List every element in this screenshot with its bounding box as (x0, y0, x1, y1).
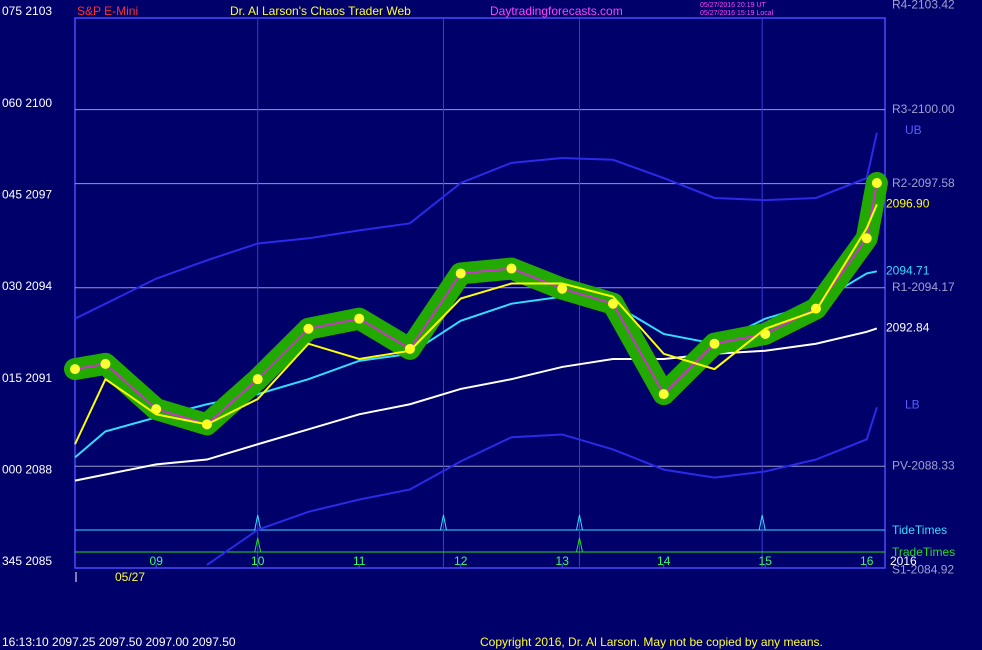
x-tick-label: 16 (860, 554, 874, 568)
x-tick-label: 09 (150, 554, 164, 568)
x-tick-label: 13 (556, 554, 570, 568)
x-tick-label: 14 (657, 554, 671, 568)
x-tick-label: 10 (251, 554, 265, 568)
quote: 16:13:10 2097.25 2097.50 2097.00 2097.50 (2, 635, 236, 649)
level-label: R1-2094.17 (892, 280, 955, 294)
price-dot (100, 358, 111, 369)
price-dot (709, 338, 720, 349)
price-dot (607, 298, 618, 309)
level-label: R4-2103.42 (892, 0, 955, 11)
time-label: TradeTimes (892, 545, 955, 559)
price-dot (303, 323, 314, 334)
price-dot (871, 178, 882, 188)
y-tick-label: 000 2088 (2, 463, 52, 477)
y-tick-label: 075 2103 (2, 4, 52, 18)
level-label: R3-2100.00 (892, 102, 955, 116)
copyright: Copyright 2016, Dr. Al Larson. May not b… (480, 635, 823, 649)
series-line (74, 327, 878, 482)
x-tick-label: 11 (353, 554, 366, 568)
x-tick-label: 15 (759, 554, 773, 568)
x-tick-label: 12 (454, 554, 468, 568)
time-label: TideTimes (892, 523, 947, 537)
timestamp: 05/27/2016 20:19 UT (700, 2, 766, 9)
date-label: 05/27 (115, 570, 145, 584)
site-name: Daytradingforecasts.com (490, 4, 623, 18)
price-dot (455, 268, 466, 279)
timestamp: 05/27/2016 15:19 Local (700, 10, 774, 17)
level-label: S1-2084.92 (892, 563, 954, 577)
chart-title: S&P E-Mini (77, 4, 138, 18)
series-name: UB (905, 123, 922, 137)
time-spike (254, 514, 262, 531)
series-line (74, 132, 878, 320)
price-dot (252, 374, 263, 385)
price-dot (557, 283, 568, 294)
price-dot (861, 233, 872, 244)
time-spike (758, 514, 766, 531)
level-label: R2-2097.58 (892, 176, 955, 190)
value-label: 2094.71 (886, 263, 930, 277)
price-dot (70, 364, 80, 375)
series-name: LB (905, 397, 920, 411)
time-spike (575, 537, 583, 553)
y-tick-label: 045 2097 (2, 188, 52, 202)
time-spike (575, 514, 583, 531)
plot-frame (74, 17, 886, 569)
value-label: 2096.90 (886, 197, 930, 211)
level-label: PV-2088.33 (892, 458, 955, 472)
value-label: 2092.84 (886, 321, 930, 335)
y-tick-label: 345 2085 (2, 554, 52, 568)
price-dot (354, 313, 365, 324)
series-line (206, 406, 878, 566)
year-label: 2016 (890, 554, 917, 568)
series-line (74, 270, 878, 459)
price-dot (404, 343, 415, 354)
time-spike (254, 537, 262, 553)
price-dot (658, 389, 669, 400)
y-tick-label: 030 2094 (2, 279, 52, 293)
y-tick-label: 060 2100 (2, 96, 52, 110)
chart-subtitle: Dr. Al Larson's Chaos Trader Web (230, 4, 411, 18)
price-dot (506, 263, 517, 274)
y-tick-label: 015 2091 (2, 371, 52, 385)
time-spike (439, 514, 447, 531)
series-line (74, 203, 878, 445)
